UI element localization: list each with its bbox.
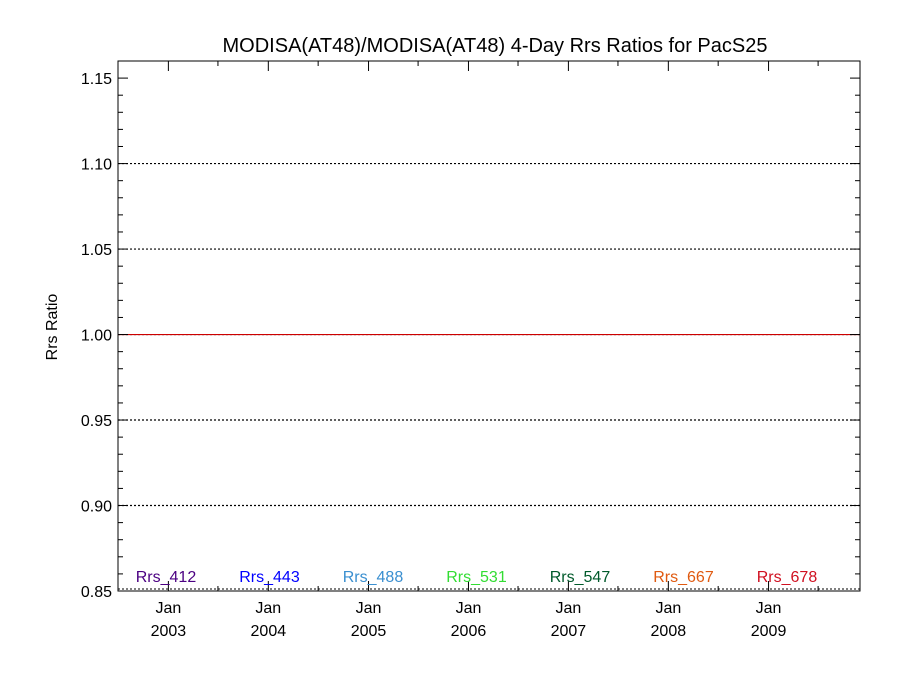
y-tick-labels: 0.85 0.90 0.95 1.00 1.05 1.10 1.15 bbox=[81, 71, 112, 601]
x-tick-year: 2005 bbox=[351, 623, 387, 640]
gridlines bbox=[118, 162, 860, 590]
x-tick-month: Jan bbox=[655, 600, 681, 617]
x-tick-labels: Jan 2003 Jan 2004 Jan 2005 Jan 2006 Jan 2007 Jan 20… bbox=[151, 600, 787, 640]
axis-ticks bbox=[118, 60, 860, 592]
y-tick-label: 0.85 bbox=[81, 584, 112, 601]
x-tick-year: 2006 bbox=[451, 623, 487, 640]
y-tick-label: 1.00 bbox=[81, 328, 112, 345]
legend-entry-rrs-412: Rrs_412 bbox=[136, 569, 197, 586]
y-tick-label: 0.95 bbox=[81, 413, 112, 430]
chart-title: MODISA(AT48)/MODISA(AT48) 4-Day Rrs Rati… bbox=[223, 35, 768, 57]
x-tick-month: Jan bbox=[356, 600, 382, 617]
x-tick-month: Jan bbox=[155, 600, 181, 617]
y-tick-label: 1.10 bbox=[81, 157, 112, 174]
x-tick-year: 2008 bbox=[651, 623, 687, 640]
x-tick-year: 2003 bbox=[151, 623, 187, 640]
legend-entry-rrs-443: Rrs_443 bbox=[239, 569, 300, 586]
x-tick-month: Jan bbox=[756, 600, 782, 617]
x-tick-year: 2009 bbox=[751, 623, 787, 640]
legend-entry-rrs-547: Rrs_547 bbox=[550, 569, 611, 586]
legend-entry-rrs-531: Rrs_531 bbox=[446, 569, 507, 586]
y-tick-label: 0.90 bbox=[81, 499, 112, 516]
legend-entry-rrs-667: Rrs_667 bbox=[653, 569, 714, 586]
y-axis-label: Rrs Ratio bbox=[44, 294, 61, 361]
x-tick-year: 2004 bbox=[251, 623, 287, 640]
legend: Rrs_412 Rrs_443 Rrs_488 Rrs_531 Rrs_547 Rrs_6… bbox=[136, 569, 818, 586]
x-tick-year: 2007 bbox=[551, 623, 587, 640]
x-tick-month: Jan bbox=[556, 600, 582, 617]
legend-entry-rrs-678: Rrs_678 bbox=[757, 569, 818, 586]
legend-entry-rrs-488: Rrs_488 bbox=[343, 569, 404, 586]
plot-frame bbox=[117, 60, 861, 592]
x-tick-month: Jan bbox=[456, 600, 482, 617]
y-tick-label: 1.15 bbox=[81, 71, 112, 88]
x-tick-month: Jan bbox=[255, 600, 281, 617]
y-tick-label: 1.05 bbox=[81, 242, 112, 259]
